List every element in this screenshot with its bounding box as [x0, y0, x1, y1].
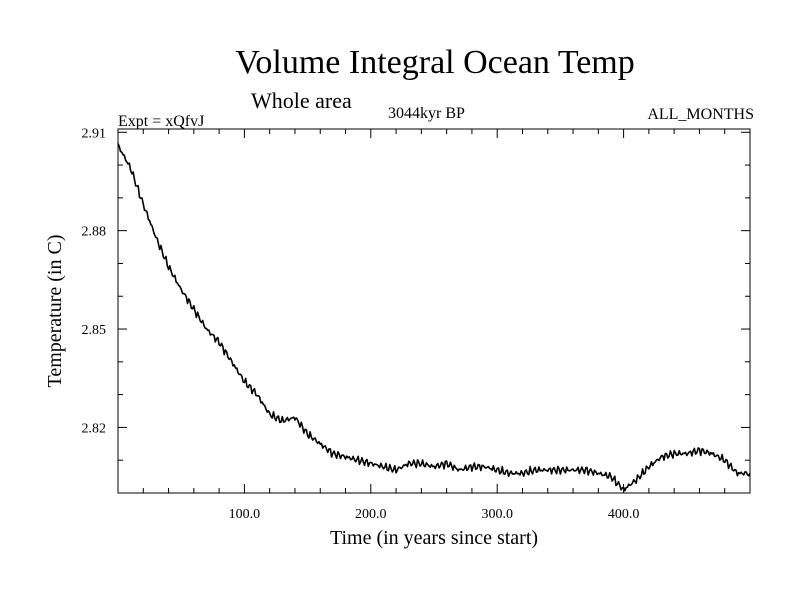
period-label: 3044kyr BP — [388, 105, 465, 122]
experiment-label: Expt = xQfvJ — [118, 113, 205, 130]
axis-ticks — [118, 129, 750, 493]
months-label: ALL_MONTHS — [647, 106, 754, 123]
series-line — [117, 143, 751, 492]
x-tick-label: 200.0 — [355, 507, 387, 522]
x-axis-label: Time (in years since start) — [330, 527, 538, 549]
plot-frame — [117, 128, 751, 494]
chart-title: Volume Integral Ocean Temp — [235, 44, 635, 81]
y-axis-label: Temperature (in C) — [44, 235, 66, 388]
y-tick-label: 2.85 — [82, 323, 107, 338]
x-tick-label: 300.0 — [481, 507, 513, 522]
x-tick-label: 400.0 — [608, 507, 640, 522]
chart-subtitle: Whole area — [251, 88, 352, 113]
axis-tick-labels: 100.0 200.0 300.0 400.0 2.82 2.85 2.88 2.91 — [82, 126, 640, 522]
y-tick-label: 2.88 — [82, 225, 107, 240]
y-tick-label: 2.82 — [82, 421, 107, 436]
x-tick-label: 100.0 — [229, 507, 261, 522]
y-tick-label: 2.91 — [82, 126, 107, 141]
